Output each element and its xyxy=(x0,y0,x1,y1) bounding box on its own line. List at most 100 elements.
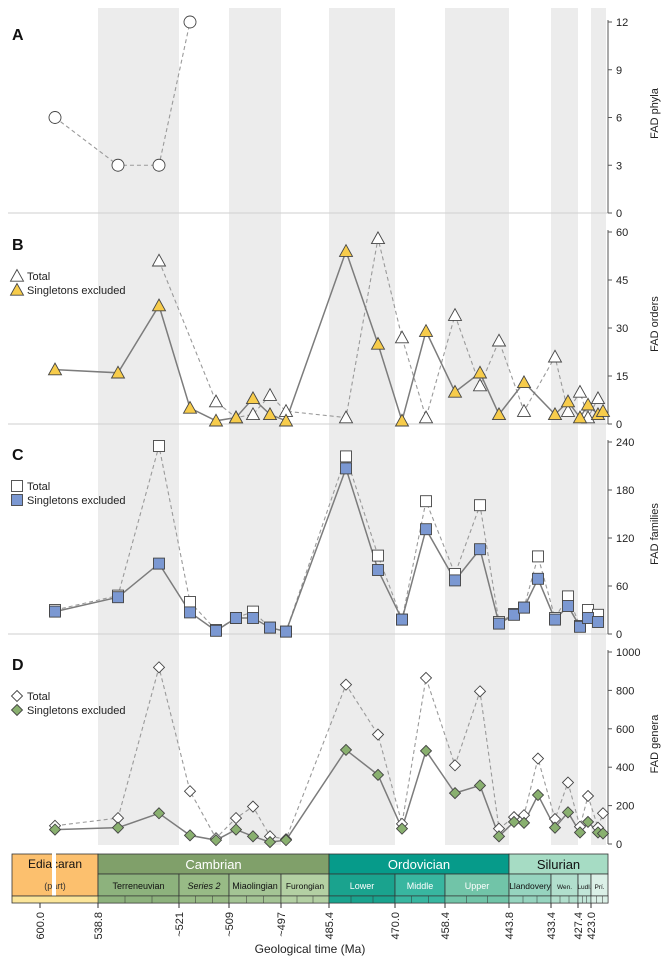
square-marker xyxy=(532,572,544,585)
stage-cell xyxy=(328,895,396,904)
stage-cell xyxy=(178,895,230,904)
square-marker xyxy=(562,600,574,612)
triangle-marker xyxy=(228,410,244,424)
diamond-marker xyxy=(209,834,223,847)
legend-label: Singletons excluded xyxy=(27,285,125,297)
y-axis-label: FAD families xyxy=(649,503,661,565)
stage-band xyxy=(591,8,606,845)
y-axis-label: FAD orders xyxy=(649,296,661,352)
period-label: Silurian xyxy=(537,857,580,872)
epoch-label: Series 2 xyxy=(187,881,220,891)
triangle-marker xyxy=(547,349,563,363)
stage-cell xyxy=(394,895,446,904)
y-tick-label: 6 xyxy=(616,113,622,125)
triangle-marker xyxy=(182,400,198,414)
triangle-marker xyxy=(516,374,532,389)
square-marker xyxy=(280,625,292,638)
triangle-marker xyxy=(338,410,354,424)
square-marker xyxy=(264,621,276,634)
square-marker xyxy=(340,462,352,475)
boundary-label: 427.4 xyxy=(573,912,585,940)
triangle-marker xyxy=(447,384,463,398)
triangle-marker xyxy=(580,397,596,411)
diamond-marker xyxy=(419,671,433,685)
y-tick-label: 45 xyxy=(616,275,628,287)
stage-band xyxy=(229,8,281,845)
diamond-marker xyxy=(246,800,260,813)
y-tick-label: 0 xyxy=(616,629,622,641)
triangle-marker xyxy=(245,390,261,405)
square-marker xyxy=(49,605,61,618)
square-marker xyxy=(184,606,196,619)
legend-label: Singletons excluded xyxy=(27,495,125,507)
y-tick-label: 180 xyxy=(616,485,634,497)
circle-marker xyxy=(152,158,166,172)
square-marker xyxy=(420,495,432,508)
diamond-marker xyxy=(371,728,385,741)
y-tick-label: 60 xyxy=(616,227,628,239)
square-marker xyxy=(396,613,408,626)
y-tick-label: 600 xyxy=(616,724,634,736)
diamond-marker xyxy=(10,689,24,703)
diamond-marker xyxy=(473,779,487,792)
triangle-marker xyxy=(472,378,488,392)
stage-cell xyxy=(508,895,552,904)
square-marker xyxy=(592,616,604,628)
triangle-marker xyxy=(338,243,354,257)
stage-cell xyxy=(444,895,510,904)
triangle-marker xyxy=(370,336,386,350)
y-tick-label: 0 xyxy=(616,839,622,851)
epoch-label: Ludl. xyxy=(577,884,591,891)
circle-marker xyxy=(48,111,62,124)
square-marker xyxy=(11,494,23,506)
square-marker xyxy=(493,617,505,630)
diamond-marker xyxy=(339,743,353,757)
diamond-marker xyxy=(48,823,62,836)
diamond-marker xyxy=(473,685,487,698)
diamond-marker xyxy=(263,835,277,849)
boundary-label: ~497 xyxy=(276,912,288,937)
triangle-marker xyxy=(590,390,606,405)
diamond-marker xyxy=(419,744,433,758)
square-marker xyxy=(230,612,242,624)
square-marker xyxy=(420,523,432,536)
diamond-marker xyxy=(152,661,166,674)
stage-cell xyxy=(97,895,180,904)
boundary-label: 458.4 xyxy=(440,912,452,940)
diamond-marker xyxy=(517,816,531,830)
triangle-marker xyxy=(47,362,63,376)
epoch-label: Furongian xyxy=(286,881,325,891)
stage-cell xyxy=(280,895,330,904)
axis-break xyxy=(52,853,56,904)
square-marker xyxy=(184,596,196,608)
square-marker xyxy=(153,557,165,570)
diamond-marker xyxy=(183,785,197,798)
y-tick-label: 12 xyxy=(616,17,628,29)
triangle-marker xyxy=(208,394,224,408)
boundary-label: 538.8 xyxy=(93,912,105,940)
series-line xyxy=(54,21,191,166)
diamond-marker xyxy=(448,786,462,800)
diamond-marker xyxy=(561,806,575,819)
square-marker xyxy=(549,613,561,626)
triangle-marker xyxy=(491,406,507,421)
triangle-marker xyxy=(262,387,278,401)
square-marker xyxy=(372,564,384,576)
triangle-marker xyxy=(9,282,25,296)
triangle-marker xyxy=(208,413,224,427)
triangle-marker xyxy=(516,403,532,417)
triangle-marker xyxy=(110,365,126,379)
diamond-marker xyxy=(229,823,243,836)
diamond-marker xyxy=(492,830,506,843)
y-tick-label: 1000 xyxy=(616,647,640,659)
square-marker xyxy=(449,574,461,587)
legend-label: Total xyxy=(27,481,50,493)
diamond-marker xyxy=(573,826,587,839)
boundary-label: 443.8 xyxy=(504,912,516,940)
diamond-marker xyxy=(596,827,610,840)
triangle-marker xyxy=(151,298,167,312)
diamond-marker xyxy=(596,807,610,820)
panel-letter: C xyxy=(12,447,24,464)
diamond-marker xyxy=(448,759,462,772)
